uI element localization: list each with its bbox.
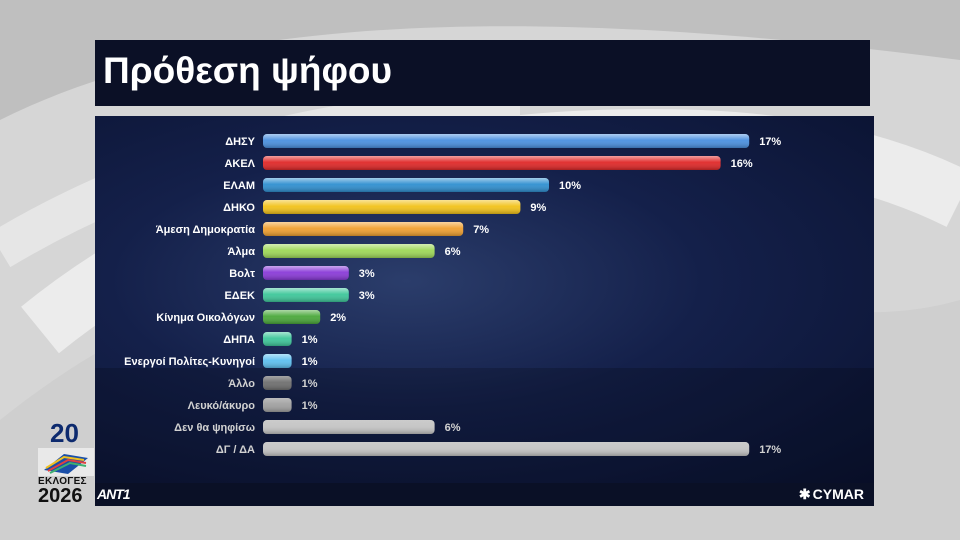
value-label: 2% — [330, 312, 346, 324]
value-label: 6% — [445, 422, 461, 434]
person-icon: ✱ — [798, 486, 811, 502]
bar-gloss — [263, 310, 321, 324]
bar-gloss — [263, 222, 464, 236]
value-label: 17% — [759, 136, 781, 148]
category-label: ΕΔΕΚ — [224, 290, 255, 302]
bar-gloss — [263, 376, 292, 390]
category-label: Άλμα — [227, 246, 255, 258]
bar — [263, 442, 750, 456]
category-label: ΕΛΑΜ — [223, 180, 255, 192]
category-label: ΔΗΠΑ — [223, 334, 255, 346]
channel-logo: ANT1 — [97, 486, 131, 502]
value-label: 16% — [731, 158, 753, 170]
category-label: ΔΗΣΥ — [225, 136, 255, 148]
value-label: 17% — [759, 444, 781, 456]
category-label: Ενεργοί Πολίτες-Κυνηγοί — [124, 356, 255, 368]
bar — [263, 420, 435, 434]
pollster-logo: ✱ CYMAR — [799, 486, 864, 503]
bar-gloss — [263, 244, 435, 258]
ballot-flag-icon — [38, 448, 94, 476]
badge-number-top: 20 — [50, 418, 79, 448]
bar-gloss — [263, 354, 292, 368]
chart-panel: ΔΗΣΥ 17% ΑΚΕΛ 16% ΕΛΑΜ 10% ΔΗΚΟ 9% Άμεση Δημοκρα… — [95, 116, 874, 483]
category-label: Δεν θα ψηφίσω — [174, 422, 255, 434]
elections-badge: 20 ΕΚΛΟΓΕΣ 2026 — [36, 418, 96, 507]
footer-bar: ANT1 ✱ CYMAR — [95, 483, 874, 506]
value-label: 3% — [359, 268, 375, 280]
bar-gloss — [263, 420, 435, 434]
bar — [263, 376, 292, 390]
category-label: Λευκό/άκυρο — [188, 400, 256, 412]
bar-gloss — [263, 288, 349, 302]
bar-gloss — [263, 134, 750, 148]
bar-chart: ΔΗΣΥ 17% ΑΚΕΛ 16% ΕΛΑΜ 10% ΔΗΚΟ 9% Άμεση Δημοκρα… — [124, 134, 781, 456]
value-label: 1% — [302, 400, 318, 412]
badge-label: ΕΚΛΟΓΕΣ — [38, 476, 87, 487]
value-label: 3% — [359, 290, 375, 302]
category-label: Άμεση Δημοκρατία — [156, 224, 256, 236]
value-label: 1% — [302, 378, 318, 390]
bar-gloss — [263, 398, 292, 412]
bar-gloss — [263, 442, 750, 456]
bar-gloss — [263, 156, 721, 170]
chart-title: Πρόθεση ψήφου — [103, 50, 393, 91]
title-bar: Πρόθεση ψήφου — [95, 40, 870, 106]
value-label: 10% — [559, 180, 581, 192]
value-label: 6% — [445, 246, 461, 258]
category-label: ΔΗΚΟ — [223, 202, 255, 214]
value-label: 7% — [473, 224, 489, 236]
bar — [263, 398, 292, 412]
value-label: 1% — [302, 334, 318, 346]
bar-gloss — [263, 200, 521, 214]
category-label: Βολτ — [229, 268, 255, 280]
category-label: ΑΚΕΛ — [224, 158, 255, 170]
value-label: 9% — [530, 202, 546, 214]
bar-gloss — [263, 178, 549, 192]
bar-gloss — [263, 266, 349, 280]
category-label: ΔΓ / ΔΑ — [216, 444, 255, 456]
badge-year: 2026 — [38, 485, 83, 507]
category-label: Άλλο — [228, 378, 255, 390]
bar-gloss — [263, 332, 292, 346]
category-label: Κίνημα Οικολόγων — [156, 312, 255, 324]
value-label: 1% — [302, 356, 318, 368]
pollster-name: CYMAR — [812, 486, 864, 502]
